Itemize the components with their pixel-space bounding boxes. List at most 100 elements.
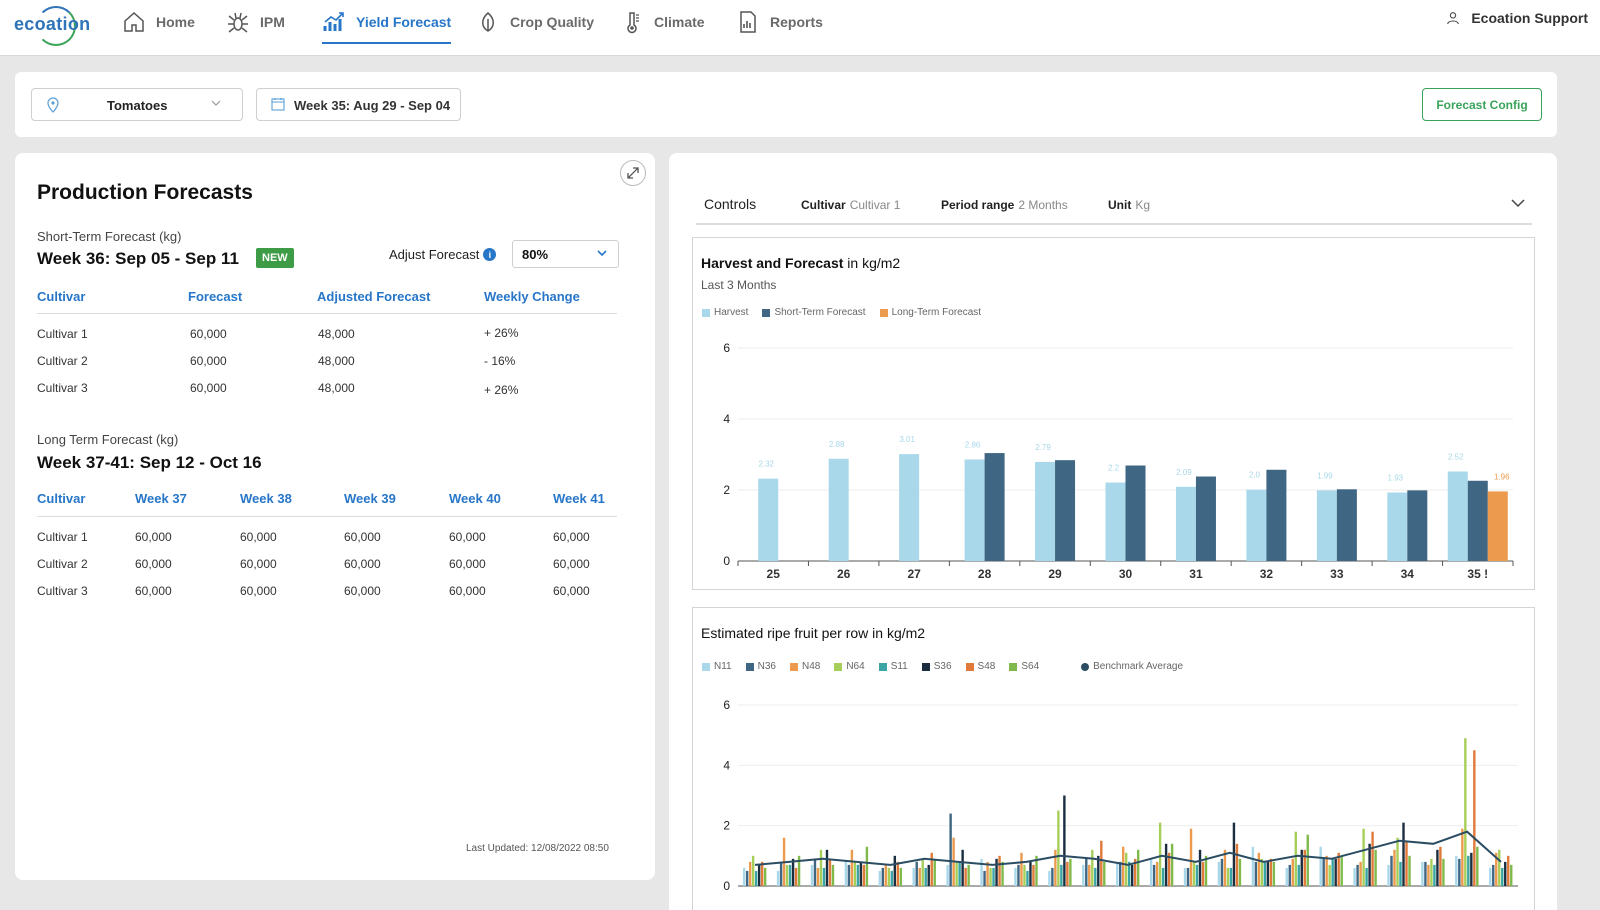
cell-value: 60,000 xyxy=(553,557,590,571)
ripe-fruit-chart: 0 2 4 6 xyxy=(723,698,1518,893)
nav-climate[interactable]: Climate xyxy=(620,0,705,44)
info-icon[interactable]: i xyxy=(483,248,497,261)
control-cultivar[interactable]: Cultivar Cultivar 1 xyxy=(801,198,900,212)
bar-s64 xyxy=(865,846,869,886)
chart-title: Harvest and Forecast in kg/m2 xyxy=(701,255,900,271)
legend-item[interactable]: S48 xyxy=(965,661,996,672)
x-tick-label: 26 xyxy=(837,567,851,581)
bar-n11 xyxy=(1489,867,1492,886)
bar-s36 xyxy=(1029,861,1032,886)
bar-n64 xyxy=(1294,831,1297,886)
legend-swatch xyxy=(762,308,771,317)
bar-n64 xyxy=(1226,867,1230,886)
bar-harvest xyxy=(828,458,849,561)
user-menu[interactable]: Ecoation Support xyxy=(1445,10,1588,26)
bar-s48 xyxy=(1134,858,1137,886)
control-cultivar-label: Cultivar xyxy=(801,198,846,212)
legend-item[interactable]: S36 xyxy=(921,661,952,672)
home-icon xyxy=(124,11,144,32)
bar-n11 xyxy=(1319,846,1322,886)
legend-item[interactable]: Harvest xyxy=(702,307,748,318)
legend-item[interactable]: N36 xyxy=(745,661,776,672)
bar-n11 xyxy=(1048,870,1051,886)
bar-n64 xyxy=(819,849,823,886)
bar-s11 xyxy=(1263,861,1267,886)
bar-n64 xyxy=(989,867,992,886)
cell-change: + 26% xyxy=(484,383,519,397)
bar-s36 xyxy=(1300,849,1303,886)
data-label: 2.52 xyxy=(1448,453,1464,462)
nav-crop-quality[interactable]: Crop Quality xyxy=(476,0,594,44)
x-tick-label: 35 ! xyxy=(1467,567,1488,581)
legend-item[interactable]: Long-Term Forecast xyxy=(879,307,981,318)
bar-short-term-forecast xyxy=(1336,489,1357,561)
nav-home[interactable]: Home xyxy=(122,0,195,44)
bar-s11 xyxy=(822,867,826,886)
control-period[interactable]: Period range 2 Months xyxy=(941,198,1068,212)
control-period-label: Period range xyxy=(941,198,1015,212)
bar-n11 xyxy=(1353,867,1356,886)
bar-n11 xyxy=(980,858,983,886)
bar-s64 xyxy=(1137,849,1140,886)
bar-s48 xyxy=(1507,855,1510,886)
y-tick-label: 6 xyxy=(723,698,730,712)
data-label: 1.99 xyxy=(1317,471,1333,480)
legend-item[interactable]: Short-Term Forecast xyxy=(762,307,866,318)
bar-harvest xyxy=(758,478,779,561)
report-icon xyxy=(740,11,756,33)
bar-n64 xyxy=(1362,828,1365,886)
nav-climate-label: Climate xyxy=(654,14,705,30)
legend-swatch xyxy=(965,662,974,671)
nav-yield-forecast[interactable]: Yield Forecast xyxy=(322,0,452,44)
bar-short-term-forecast xyxy=(1407,490,1428,561)
bar-s64 xyxy=(1306,834,1309,886)
bar-s11 xyxy=(1026,870,1029,886)
bar-s36 xyxy=(1402,822,1405,886)
legend-item[interactable]: S11 xyxy=(878,661,908,672)
bar-n11 xyxy=(844,861,848,886)
cell-value: 60,000 xyxy=(344,557,381,571)
bar-s11 xyxy=(754,870,758,886)
legend-item[interactable]: S64 xyxy=(1009,661,1039,672)
nav-ipm[interactable]: IPM xyxy=(226,0,285,44)
control-unit[interactable]: Unit Kg xyxy=(1108,198,1150,212)
bar-n48 xyxy=(1325,855,1328,886)
forecast-config-button[interactable]: Forecast Config xyxy=(1422,88,1542,121)
bar-s64 xyxy=(1238,858,1242,886)
bar-n36 xyxy=(1152,864,1156,886)
legend-item[interactable]: N64 xyxy=(834,661,865,672)
legend-swatch xyxy=(879,308,888,317)
bar-s48 xyxy=(896,861,900,886)
y-tick-label: 4 xyxy=(723,758,730,772)
expand-button[interactable] xyxy=(620,160,646,186)
chart-icon xyxy=(323,12,344,31)
legend-label: N64 xyxy=(846,661,865,672)
cell-value: 60,000 xyxy=(135,584,172,598)
legend-item[interactable]: Benchmark Average xyxy=(1081,661,1183,672)
bar-s64 xyxy=(1001,861,1004,886)
nav-reports[interactable]: Reports xyxy=(736,0,823,44)
bar-s64 xyxy=(1272,861,1276,886)
bar-n11 xyxy=(1285,867,1288,886)
leaf-icon xyxy=(482,12,494,32)
adjust-forecast-select[interactable]: 80% xyxy=(512,240,619,268)
controls-bar[interactable]: Controls Cultivar Cultivar 1 Period range… xyxy=(696,185,1532,225)
chevron-down-icon[interactable] xyxy=(1510,195,1526,211)
cell-value: 60,000 xyxy=(449,530,486,544)
bar-n48 xyxy=(816,867,820,886)
crop-select[interactable]: Tomatoes xyxy=(31,88,243,121)
legend-item[interactable]: N11 xyxy=(702,661,732,672)
bar-n48 xyxy=(1291,858,1294,886)
adjust-forecast-label: Adjust Forecast i xyxy=(389,247,497,262)
bar-s64 xyxy=(933,858,936,886)
chevron-down-icon xyxy=(597,250,607,257)
bar-harvest xyxy=(1387,492,1408,561)
bar-n11 xyxy=(878,870,882,886)
harvest-forecast-chart-card: Harvest and Forecast in kg/m2 Last 3 Mon… xyxy=(692,237,1535,590)
bar-n64 xyxy=(1260,858,1264,886)
week-picker[interactable]: Week 35: Aug 29 - Sep 04 xyxy=(256,88,461,121)
user-icon xyxy=(1447,12,1460,25)
legend-label: S48 xyxy=(977,661,996,672)
bar-n36 xyxy=(1220,858,1224,886)
legend-item[interactable]: N48 xyxy=(789,661,820,672)
